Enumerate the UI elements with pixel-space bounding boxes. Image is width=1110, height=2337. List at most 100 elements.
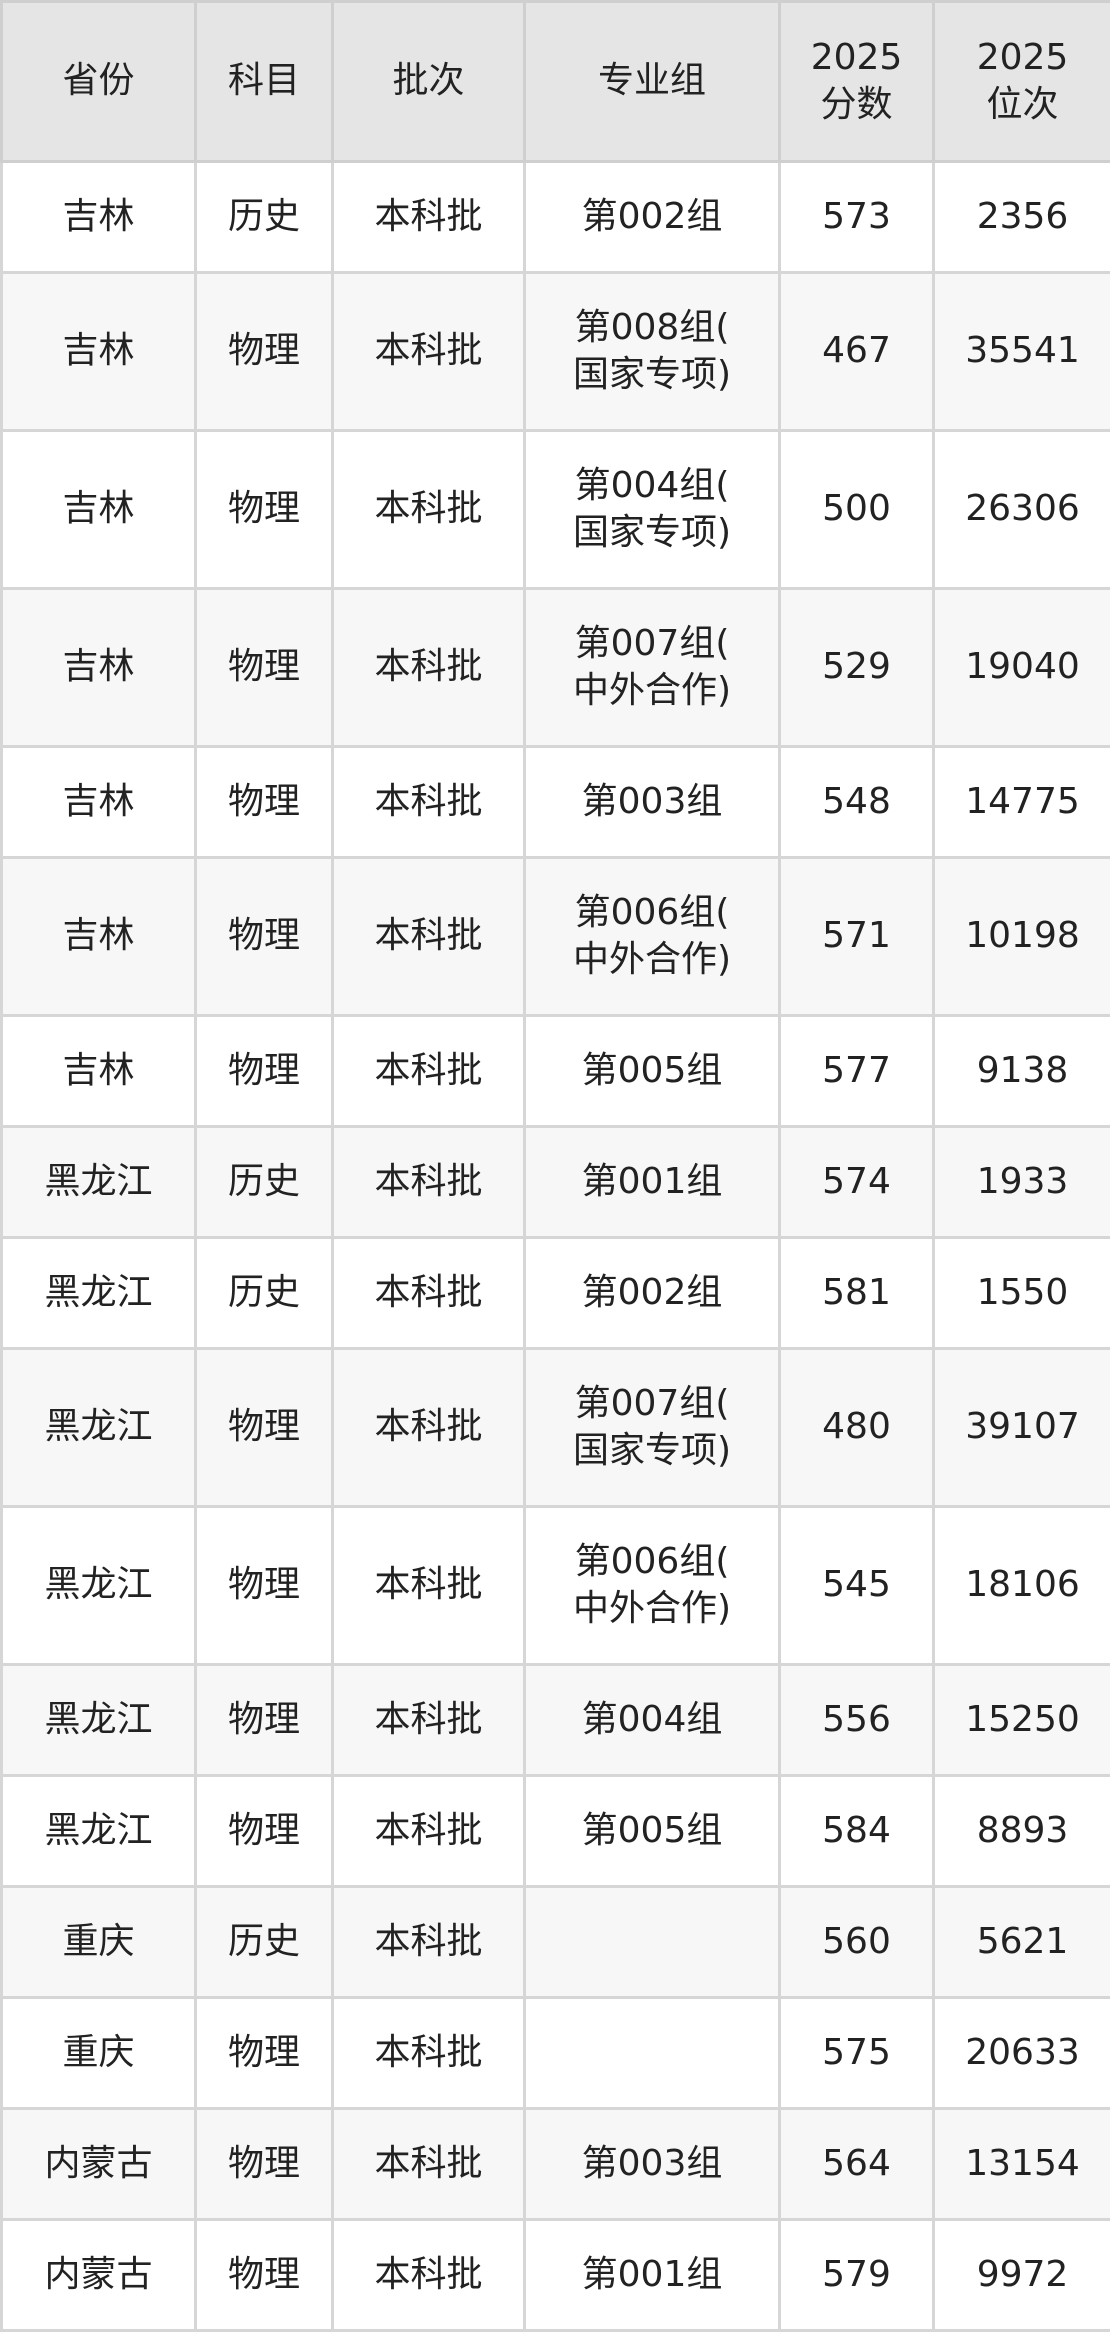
cell-score-2025: 564 (778, 2107, 935, 2221)
cell-province: 黑龙江 (0, 1236, 197, 1350)
cell-batch: 本科批 (331, 1885, 526, 1999)
cell-major-group (523, 1996, 781, 2110)
cell-score-2025: 584 (778, 1774, 935, 1888)
cell-province: 黑龙江 (0, 1125, 197, 1239)
cell-rank-2025: 14775 (932, 745, 1110, 859)
cell-rank-2025: 39107 (932, 1347, 1110, 1508)
cell-batch: 本科批 (331, 1236, 526, 1350)
cell-batch: 本科批 (331, 1996, 526, 2110)
cell-batch: 本科批 (331, 587, 526, 748)
table-row: 重庆 历史 本科批 560 5621 (0, 1885, 1110, 1999)
table-row: 黑龙江 物理 本科批 第006组(中外合作) 545 18106 (0, 1505, 1110, 1666)
header-province: 省份 (0, 0, 197, 163)
cell-batch: 本科批 (331, 160, 526, 274)
cell-rank-2025: 1550 (932, 1236, 1110, 1350)
cell-subject: 历史 (194, 1885, 334, 1999)
cell-province: 吉林 (0, 271, 197, 432)
cell-major-group: 第002组 (523, 1236, 781, 1350)
cell-rank-2025: 20633 (932, 1996, 1110, 2110)
cell-batch: 本科批 (331, 1663, 526, 1777)
cell-rank-2025: 35541 (932, 271, 1110, 432)
cell-province: 内蒙古 (0, 2107, 197, 2221)
cell-province: 黑龙江 (0, 1347, 197, 1508)
table-row: 吉林 物理 本科批 第006组(中外合作) 571 10198 (0, 856, 1110, 1017)
cell-score-2025: 577 (778, 1014, 935, 1128)
cell-subject: 物理 (194, 856, 334, 1017)
cell-province: 黑龙江 (0, 1505, 197, 1666)
cell-score-2025: 548 (778, 745, 935, 859)
cell-major-group: 第001组 (523, 2218, 781, 2332)
cell-batch: 本科批 (331, 2218, 526, 2332)
cell-major-group: 第002组 (523, 160, 781, 274)
cell-subject: 历史 (194, 1125, 334, 1239)
cell-rank-2025: 9138 (932, 1014, 1110, 1128)
cell-province: 吉林 (0, 587, 197, 748)
table-row: 吉林 物理 本科批 第003组 548 14775 (0, 745, 1110, 859)
cell-batch: 本科批 (331, 745, 526, 859)
cell-score-2025: 575 (778, 1996, 935, 2110)
cell-batch: 本科批 (331, 1125, 526, 1239)
cell-subject: 物理 (194, 2107, 334, 2221)
cell-score-2025: 560 (778, 1885, 935, 1999)
header-row: 省份 科目 批次 专业组 2025 分数 2025 位次 (0, 0, 1110, 163)
header-major-group: 专业组 (523, 0, 781, 163)
cell-province: 吉林 (0, 856, 197, 1017)
header-score-2025: 2025 分数 (778, 0, 935, 163)
cell-major-group (523, 1885, 781, 1999)
cell-rank-2025: 10198 (932, 856, 1110, 1017)
cell-score-2025: 556 (778, 1663, 935, 1777)
cell-score-2025: 529 (778, 587, 935, 748)
table-row: 黑龙江 历史 本科批 第001组 574 1933 (0, 1125, 1110, 1239)
cell-subject: 物理 (194, 429, 334, 590)
cell-score-2025: 545 (778, 1505, 935, 1666)
cell-major-group: 第004组(国家专项) (523, 429, 781, 590)
table-row: 内蒙古 物理 本科批 第001组 579 9972 (0, 2218, 1110, 2332)
cell-score-2025: 581 (778, 1236, 935, 1350)
cell-major-group: 第003组 (523, 2107, 781, 2221)
cell-score-2025: 500 (778, 429, 935, 590)
cell-rank-2025: 13154 (932, 2107, 1110, 2221)
cell-subject: 物理 (194, 1774, 334, 1888)
cell-score-2025: 573 (778, 160, 935, 274)
cell-subject: 历史 (194, 1236, 334, 1350)
cell-major-group: 第003组 (523, 745, 781, 859)
cell-province: 黑龙江 (0, 1663, 197, 1777)
cell-batch: 本科批 (331, 1014, 526, 1128)
cell-subject: 物理 (194, 271, 334, 432)
cell-batch: 本科批 (331, 856, 526, 1017)
cell-major-group: 第007组(国家专项) (523, 1347, 781, 1508)
cell-rank-2025: 5621 (932, 1885, 1110, 1999)
cell-batch: 本科批 (331, 1347, 526, 1508)
cell-batch: 本科批 (331, 2107, 526, 2221)
cell-score-2025: 480 (778, 1347, 935, 1508)
cell-major-group: 第004组 (523, 1663, 781, 1777)
cell-province: 吉林 (0, 1014, 197, 1128)
table-row: 吉林 物理 本科批 第005组 577 9138 (0, 1014, 1110, 1128)
cell-major-group: 第001组 (523, 1125, 781, 1239)
table-row: 吉林 物理 本科批 第007组(中外合作) 529 19040 (0, 587, 1110, 748)
cell-subject: 物理 (194, 1014, 334, 1128)
cell-subject: 物理 (194, 1347, 334, 1508)
cell-province: 吉林 (0, 429, 197, 590)
cell-major-group: 第006组(中外合作) (523, 1505, 781, 1666)
cell-subject: 物理 (194, 2218, 334, 2332)
cell-province: 吉林 (0, 160, 197, 274)
table-row: 黑龙江 物理 本科批 第005组 584 8893 (0, 1774, 1110, 1888)
header-subject: 科目 (194, 0, 334, 163)
cell-subject: 物理 (194, 1505, 334, 1666)
cell-rank-2025: 18106 (932, 1505, 1110, 1666)
cell-rank-2025: 9972 (932, 2218, 1110, 2332)
cell-score-2025: 579 (778, 2218, 935, 2332)
cell-province: 吉林 (0, 745, 197, 859)
cell-province: 重庆 (0, 1996, 197, 2110)
table-row: 黑龙江 历史 本科批 第002组 581 1550 (0, 1236, 1110, 1350)
cell-rank-2025: 2356 (932, 160, 1110, 274)
cell-rank-2025: 19040 (932, 587, 1110, 748)
table-row: 吉林 物理 本科批 第004组(国家专项) 500 26306 (0, 429, 1110, 590)
cell-rank-2025: 8893 (932, 1774, 1110, 1888)
header-rank-2025: 2025 位次 (932, 0, 1110, 163)
cell-major-group: 第007组(中外合作) (523, 587, 781, 748)
cell-major-group: 第005组 (523, 1774, 781, 1888)
cell-batch: 本科批 (331, 1505, 526, 1666)
